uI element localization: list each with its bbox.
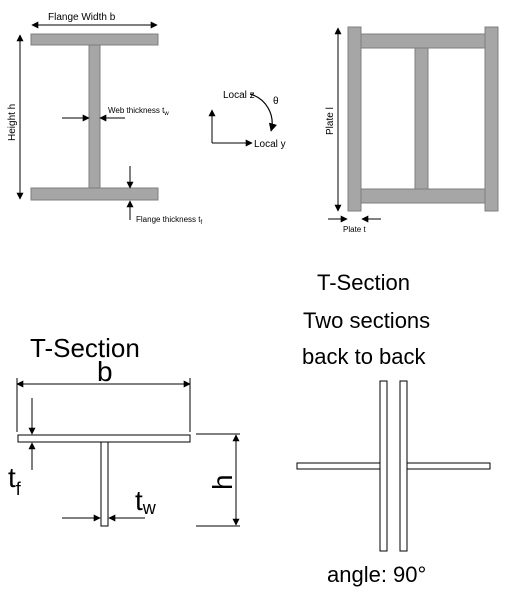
plate-middle-web (414, 47, 429, 190)
plate-frame (347, 26, 499, 212)
flange-thickness-label: Flange thickness tf (136, 215, 202, 226)
tf-label: tf (8, 462, 22, 499)
plate-bottom-bar (360, 188, 486, 204)
plate-top-bar (360, 33, 486, 49)
plate-left (347, 26, 362, 212)
t-section-flange (17, 434, 191, 443)
plate-t-label: Plate t (343, 225, 366, 234)
tw-label: tw (135, 485, 157, 518)
btb-title-line2: Two sections (303, 308, 430, 333)
i-beam-section (30, 33, 159, 201)
btb-title-line3: back to back (302, 344, 427, 369)
web-thickness-label: Web thickness tw (108, 106, 169, 117)
theta-label: θ (273, 96, 279, 107)
t-section-shape (17, 434, 191, 527)
theta-arc (249, 93, 278, 132)
btb-left-flange (379, 380, 388, 552)
btb-left-web (296, 462, 381, 470)
i-beam-bottom-flange (30, 187, 159, 201)
local-z-label: Local z (223, 90, 255, 101)
plate-right (484, 26, 499, 212)
h-label: h (207, 474, 238, 490)
btb-right-flange (399, 380, 408, 552)
angle-label: angle: 90° (327, 562, 426, 587)
back-to-back-shape (296, 380, 491, 552)
flange-width-label: Flange Width b (48, 12, 116, 23)
btb-right-web (406, 462, 491, 470)
i-beam-web (88, 44, 101, 189)
local-axes: Local z Local y θ (208, 90, 286, 150)
plate-l-label: Plate l (325, 107, 336, 135)
t-section-web (100, 441, 109, 527)
height-label: Height h (7, 104, 18, 141)
t-section-title: T-Section (30, 333, 140, 363)
local-y-label: Local y (254, 139, 286, 150)
i-beam-top-flange (30, 33, 159, 46)
b-label: b (97, 356, 113, 387)
btb-title-line1: T-Section (317, 270, 410, 295)
